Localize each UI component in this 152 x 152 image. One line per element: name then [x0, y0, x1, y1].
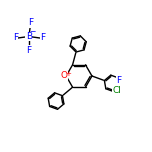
- Text: −: −: [29, 27, 36, 36]
- Text: F: F: [40, 33, 45, 43]
- Text: F: F: [26, 46, 31, 55]
- Text: O: O: [61, 71, 68, 81]
- Text: Cl: Cl: [113, 86, 121, 95]
- Text: B: B: [26, 32, 32, 41]
- Text: +: +: [66, 71, 72, 77]
- Text: F: F: [28, 18, 33, 27]
- Text: F: F: [116, 76, 121, 85]
- Text: F: F: [13, 33, 18, 43]
